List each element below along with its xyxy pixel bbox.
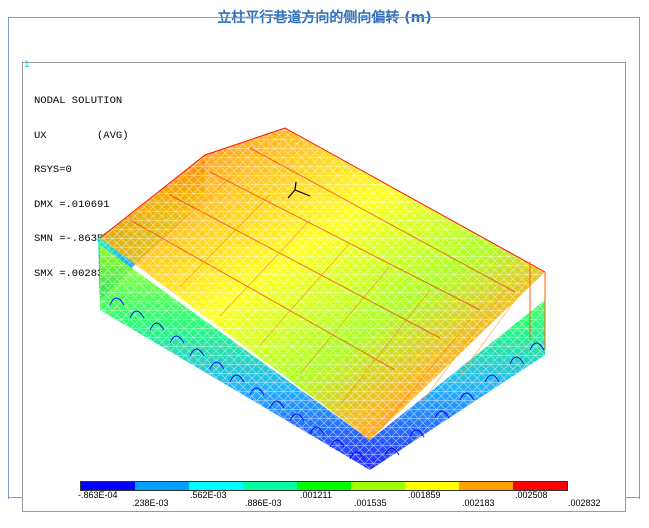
info-line-component: UX (AVG) [34,129,129,142]
legend-label: -.863E-04 [78,490,118,500]
info-line-smx: SMX =.002832 [34,267,110,280]
legend-swatch [243,482,297,490]
content-frame [8,17,640,499]
roof-cross-members [139,175,531,431]
legend-swatch [513,482,567,490]
legend-color-bar [80,481,568,491]
nodal-solution-info: NODAL SOLUTION UX (AVG) RSYS=0 DMX =.010… [34,73,129,292]
legend-label: .002832 [568,498,601,508]
axis-triad-icon [287,181,311,199]
info-line-rsys: RSYS=0 [34,164,72,176]
support-arches [109,297,545,460]
roof-ridge-lines [99,127,546,371]
legend-swatch [135,482,189,490]
page-title: 立柱平行巷道方向的侧向偏转 (m) [0,7,649,27]
frame-divider-right [618,497,639,498]
legend-swatch [405,482,459,490]
info-line-type: NODAL SOLUTION [34,95,123,107]
legend-label: .001211 [300,490,332,500]
legend-label: .002183 [462,498,495,508]
model-right-end [529,262,546,350]
legend-label: .238E-03 [132,498,169,508]
frame-divider-left [8,497,26,498]
legend-swatch [189,482,243,490]
legend-label: .562E-03 [190,490,227,500]
info-line-dmx: DMX =.010691 [34,198,110,211]
legend-swatch [297,482,351,490]
plot-window-index: 1 [24,60,30,70]
legend-label: .002508 [515,490,548,500]
legend-label: .001859 [408,490,441,500]
info-line-smn: SMN =-.863E-04 [34,233,123,245]
legend-swatch [81,482,135,490]
legend-swatch [459,482,513,490]
legend-label: .001535 [354,498,387,508]
contour-legend [80,481,568,491]
legend-swatch [351,482,405,490]
legend-label: .886E-03 [245,498,282,508]
